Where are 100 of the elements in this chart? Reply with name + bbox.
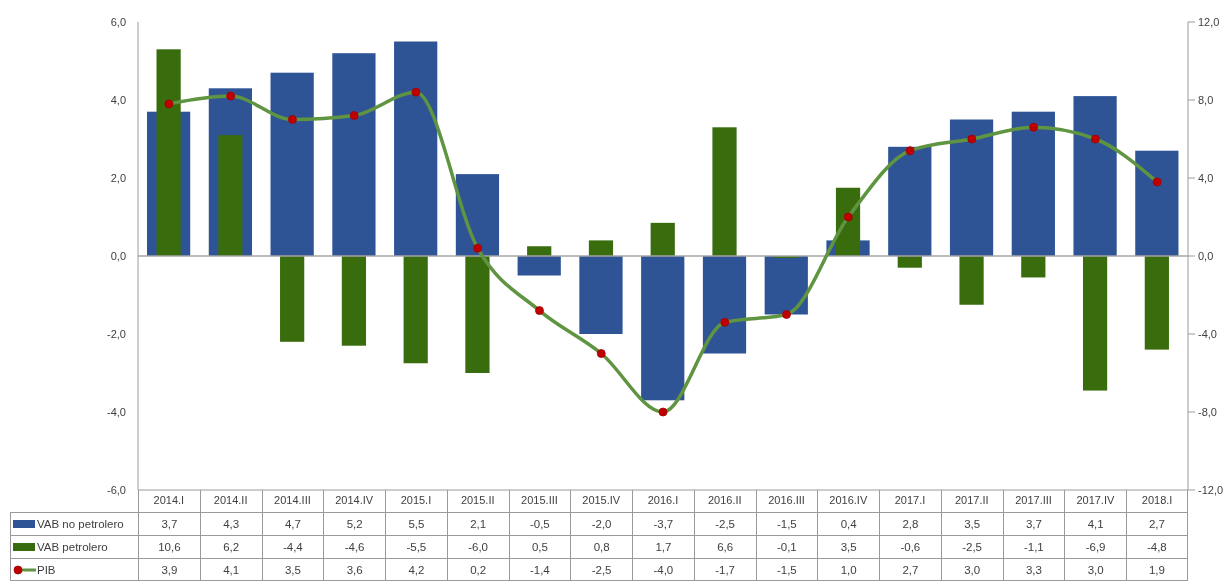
data-label: 5,2 [346,518,363,530]
data-label: -4,0 [653,563,674,576]
x-tick-label: 2017.III [1015,493,1052,506]
data-label: -1,1 [1023,541,1044,553]
bar [1021,256,1046,278]
data-label: 4,7 [284,518,301,530]
bar [764,256,808,315]
y2-tick-label: -8,0 [1198,405,1217,418]
y2-tick-label: 4,0 [1198,171,1214,184]
bar [650,222,675,256]
data-label: -1,5 [776,563,797,576]
data-label: 3,5 [840,541,857,553]
data-label: -1,7 [715,563,736,576]
y-tick-label: -2,0 [107,327,126,340]
data-label: 4,2 [408,563,425,576]
data-label: -4,6 [344,541,365,553]
point [164,99,174,109]
data-label: -6,0 [468,541,489,553]
bar [280,256,305,342]
bar [897,256,922,268]
point [1090,134,1100,144]
data-label: -4,4 [282,541,303,553]
x-tick-label: 2015.II [460,493,495,506]
data-label: 3,0 [1087,563,1104,576]
data-label: -2,5 [962,541,983,553]
x-tick-label: 2016.III [768,493,805,506]
data-label: 4,1 [223,563,240,576]
x-tick-label: 2015.I [400,493,432,506]
data-label: 3,0 [964,563,981,576]
data-label: 2,1 [470,518,487,530]
point [1152,177,1162,187]
bar [959,256,984,305]
y-tick-label: -6,0 [107,483,126,496]
y-tick-label: -4,0 [107,405,126,418]
x-tick-label: 2017.I [894,493,926,506]
data-label: 0,5 [531,541,548,553]
y-tick-label: 2,0 [110,171,126,184]
bar [341,256,367,346]
data-label: -2,5 [591,563,612,576]
data-label: -1,4 [529,563,550,576]
y2-tick-label: -12,0 [1198,483,1224,496]
legend-label: VAB no petrolero [37,518,124,530]
data-label: -0,5 [529,518,550,530]
data-label: -2,0 [591,518,612,530]
data-label: -2,5 [715,518,736,530]
bar [588,240,614,256]
point [596,349,606,358]
y2-tick-label: 8,0 [1198,93,1214,106]
data-label: 1,9 [1148,563,1165,576]
point [349,111,359,120]
data-label: 3,5 [284,563,301,576]
x-tick-label: 2014.I [153,493,185,506]
point [967,134,977,144]
point [658,407,668,417]
data-label: -5,5 [406,541,427,553]
data-label: 5,5 [408,518,425,530]
data-label: -3,7 [653,518,674,530]
data-label: 0,8 [593,541,610,553]
data-label: 6,2 [223,541,240,553]
data-label: -1,5 [776,518,797,530]
point [226,91,236,101]
x-tick-label: 2015.IV [582,493,621,506]
y-tick-label: 6,0 [110,15,126,28]
y2-tick-label: 0,0 [1198,249,1214,262]
point [720,317,730,327]
data-label: 3,5 [964,518,981,530]
data-label: -0,6 [900,541,921,553]
data-label: 1,7 [655,541,672,553]
y2-tick-label: 12,0 [1198,15,1220,28]
y2-tick-label: -4,0 [1198,327,1217,340]
point [843,212,853,222]
data-label: 1,0 [840,563,857,576]
x-tick-label: 2016.IV [829,493,868,506]
bar [403,256,428,364]
data-label: 10,6 [158,541,181,553]
point [288,115,297,124]
x-tick-label: 2018.I [1141,493,1173,506]
data-label: -4,8 [1146,541,1167,553]
legend-label: PIB [37,563,56,576]
point [535,306,544,315]
y-tick-label: 4,0 [110,93,126,106]
data-label: 0,2 [470,563,487,576]
y-tick-label: 0,0 [110,249,126,262]
point [1029,122,1038,132]
data-label: 3,9 [161,563,178,576]
data-label: 2,7 [902,563,919,576]
point [411,87,421,97]
x-tick-label: 2016.I [647,493,679,506]
x-tick-label: 2014.III [274,493,311,506]
data-label: 0,4 [840,518,857,530]
legend-label: VAB petrolero [37,541,108,553]
x-tick-label: 2017.IV [1076,493,1115,506]
data-label: 3,6 [346,563,363,576]
data-label: 6,6 [717,541,734,553]
x-tick-label: 2016.II [707,493,742,506]
data-label: 3,7 [161,518,178,530]
point [905,146,915,156]
data-label: 4,1 [1087,518,1104,530]
x-tick-label: 2014.II [213,493,248,506]
data-label: -6,9 [1085,541,1106,553]
